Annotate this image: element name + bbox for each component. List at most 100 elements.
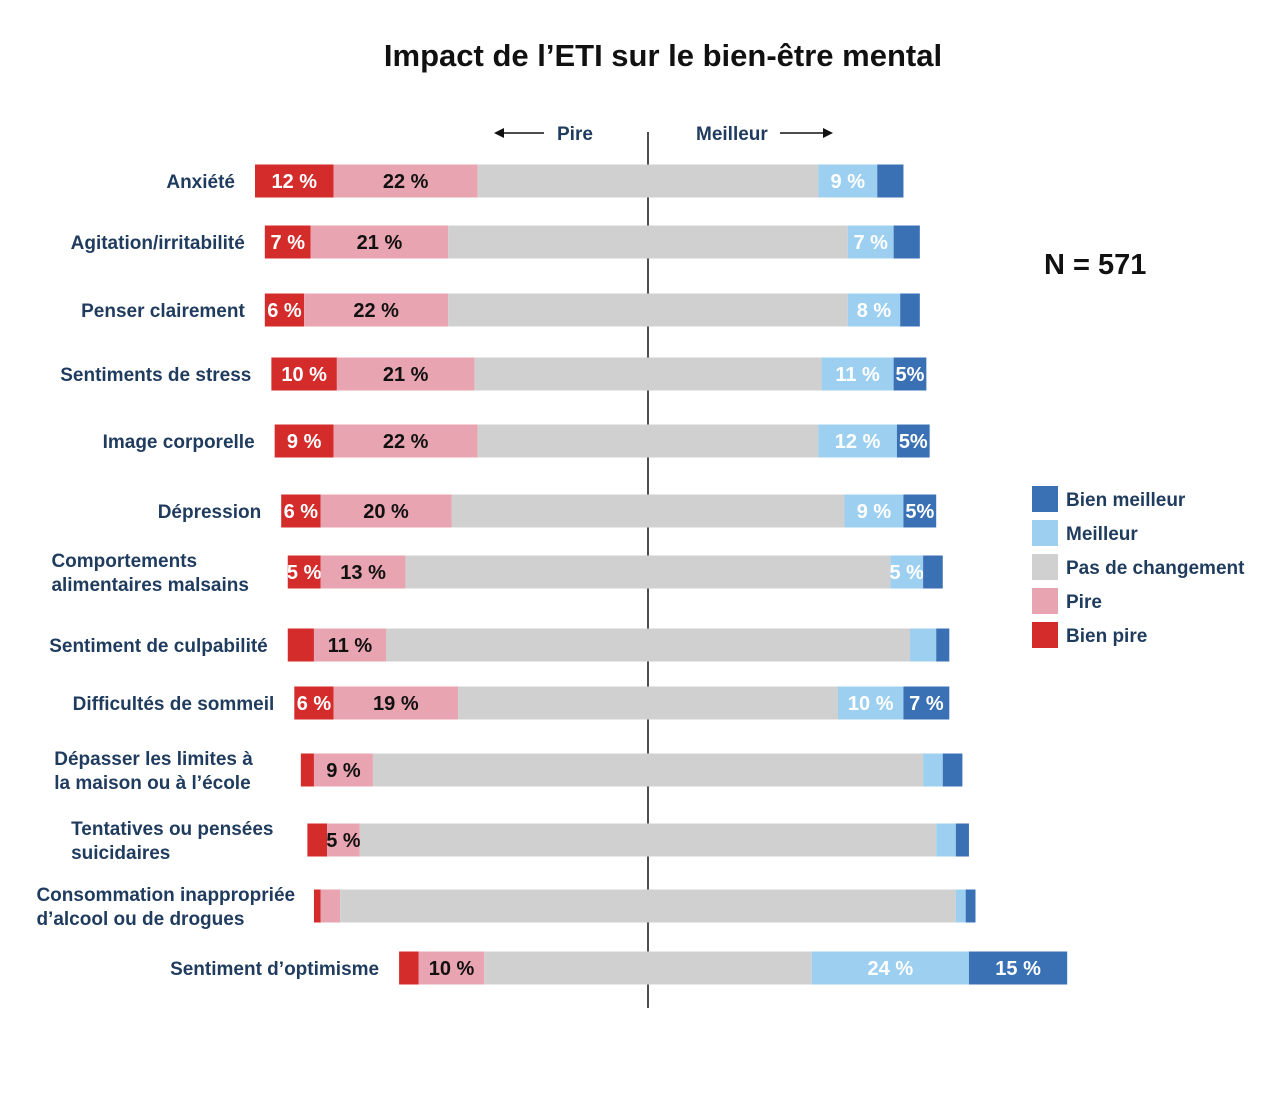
bar-segment-meilleur	[936, 823, 956, 857]
chart-title: Impact de l’ETI sur le bien-être mental	[384, 38, 942, 73]
bar-segment-meilleur	[847, 293, 901, 327]
direction-better-label: Meilleur	[696, 124, 768, 145]
bar-segment-bien-meilleur	[893, 225, 920, 259]
data-label: 10 %	[281, 364, 327, 386]
bar-row-comportements-alimentaires-malsains: 5 % 13 % 5 % Comportements alimentaires mals…	[51, 551, 943, 596]
bar-segment-pas-de-changement	[386, 628, 910, 662]
data-label: 7 %	[909, 693, 944, 715]
legend-swatch	[1032, 588, 1058, 614]
data-label: 19 %	[373, 693, 419, 715]
legend-swatch	[1032, 554, 1058, 580]
bar-segment-pas-de-changement	[477, 424, 819, 458]
bar-segment-pas-de-changement	[359, 823, 937, 857]
bar-segment-bien-pire	[264, 293, 305, 327]
bar-segment-pas-de-changement	[477, 164, 819, 198]
bar-segment-pire	[327, 823, 360, 857]
bar-row-sentiment-d-optimisme: 10 % 24 % 15 % Sentiment d’optimisme	[170, 951, 1068, 985]
bar-row-depasser-les-limites-a-la-maison-ou-a-l-ecole: 9 % Dépasser les limites à la maison ou à …	[54, 749, 963, 794]
bar-segment-pas-de-changement	[458, 686, 838, 720]
bar-segment-bien-pire	[287, 628, 314, 662]
bar-segment-pire	[304, 293, 449, 327]
bar-segment-pire	[313, 753, 373, 787]
bar-segment-bien-pire	[264, 225, 311, 259]
data-label: 7 %	[853, 232, 888, 254]
category-label: Difficultés de sommeil	[73, 694, 275, 715]
data-label: 6 %	[297, 693, 332, 715]
legend-swatch	[1032, 520, 1058, 546]
category-label: Image corporelle	[103, 432, 255, 453]
category-label: Sentiment de culpabilité	[49, 636, 268, 657]
bar-row-difficultes-de-sommeil: 6 % 19 % 10 % 7 % Difficultés de sommeil	[73, 686, 950, 720]
bar-segment-bien-pire	[287, 555, 321, 589]
bar-rows: 12 % 22 % 9 % Anxiété 7 % 21 % 7 % Agitation/ir…	[36, 164, 1068, 985]
category-label: Sentiments de stress	[60, 365, 251, 386]
bar-segment-bien-meilleur	[903, 494, 937, 528]
bar-segment-bien-meilleur	[936, 628, 950, 662]
data-label: 12 %	[272, 171, 318, 193]
bar-segment-meilleur	[890, 555, 924, 589]
category-label: Agitation/irritabilité	[71, 233, 245, 254]
bar-segment-bien-pire	[255, 164, 334, 198]
bar-row-depression: 6 % 20 % 9 % 5% Dépression	[158, 494, 937, 528]
bar-segment-pire	[313, 628, 386, 662]
legend: Bien meilleur Meilleur Pas de changement Pi…	[1032, 486, 1245, 648]
bar-segment-bien-meilleur	[900, 293, 920, 327]
category-label: Anxiété	[166, 172, 235, 193]
legend-label: Pire	[1066, 592, 1102, 613]
bar-segment-pas-de-changement	[372, 753, 924, 787]
bar-row-penser-clairement: 6 % 22 % 8 % Penser clairement	[81, 293, 920, 327]
bar-segment-pire	[320, 555, 406, 589]
left-arrowhead-icon	[494, 128, 504, 138]
bar-row-tentatives-ou-pensees-suicidaires: 5 % Tentatives ou pensées suicidaires	[71, 819, 969, 864]
bar-segment-meilleur	[818, 164, 878, 198]
data-label: 11 %	[835, 364, 880, 386]
data-label: 5 %	[326, 830, 361, 852]
data-label: 6 %	[284, 501, 319, 523]
bar-segment-pas-de-changement	[484, 951, 812, 985]
category-label: Dépression	[158, 502, 261, 523]
legend-swatch	[1032, 622, 1058, 648]
data-label: 5 %	[287, 562, 322, 584]
legend-item-bien-meilleur: Bien meilleur	[1032, 486, 1186, 512]
bar-row-consommation-inappropriee-d-alcool-ou-de-drogues: Consommation inappropriée d’alcool ou de …	[36, 885, 976, 930]
data-label: 12 %	[835, 431, 881, 453]
legend-label: Bien meilleur	[1066, 490, 1186, 511]
direction-worse-label: Pire	[557, 124, 593, 145]
bar-segment-bien-meilleur	[965, 889, 976, 923]
bar-segment-bien-pire	[399, 951, 419, 985]
data-label: 6 %	[267, 300, 302, 322]
data-label: 9 %	[857, 501, 892, 523]
data-label: 22 %	[353, 300, 399, 322]
legend-label: Bien pire	[1066, 626, 1147, 647]
legend-label: Meilleur	[1066, 524, 1138, 545]
direction-indicators: Pire Meilleur	[494, 124, 833, 145]
bar-segment-meilleur	[923, 753, 943, 787]
category-label: Penser clairement	[81, 301, 245, 322]
data-label: 7 %	[271, 232, 306, 254]
bar-segment-meilleur	[818, 424, 897, 458]
data-label: 8 %	[857, 300, 892, 322]
bar-segment-pire	[320, 889, 341, 923]
bar-segment-bien-pire	[307, 823, 328, 857]
data-label: 5%	[899, 431, 928, 453]
bar-row-sentiment-de-culpabilite: 11 % Sentiment de culpabilité	[49, 628, 950, 662]
category-label-line: la maison ou à l’école	[54, 773, 250, 794]
data-label: 10 %	[429, 958, 475, 980]
bar-segment-meilleur	[837, 686, 904, 720]
legend-item-bien-pire: Bien pire	[1032, 622, 1147, 648]
data-label: 11 %	[328, 635, 373, 657]
data-label: 9 %	[831, 171, 866, 193]
data-label: 9 %	[287, 431, 322, 453]
legend-item-pas-de-changement: Pas de changement	[1032, 554, 1245, 580]
category-label-line: Tentatives ou pensées	[71, 819, 273, 840]
bar-segment-pas-de-changement	[340, 889, 956, 923]
bar-segment-pire	[333, 686, 459, 720]
data-label: 15 %	[995, 958, 1041, 980]
bar-row-agitation-irritabilite: 7 % 21 % 7 % Agitation/irritabilité	[71, 225, 920, 259]
bar-segment-pas-de-changement	[448, 225, 848, 259]
data-label: 13 %	[340, 562, 386, 584]
legend-swatch	[1032, 486, 1058, 512]
bar-segment-bien-meilleur	[877, 164, 904, 198]
bar-row-image-corporelle: 9 % 22 % 12 % 5% Image corporelle	[103, 424, 930, 458]
right-arrowhead-icon	[823, 128, 833, 138]
